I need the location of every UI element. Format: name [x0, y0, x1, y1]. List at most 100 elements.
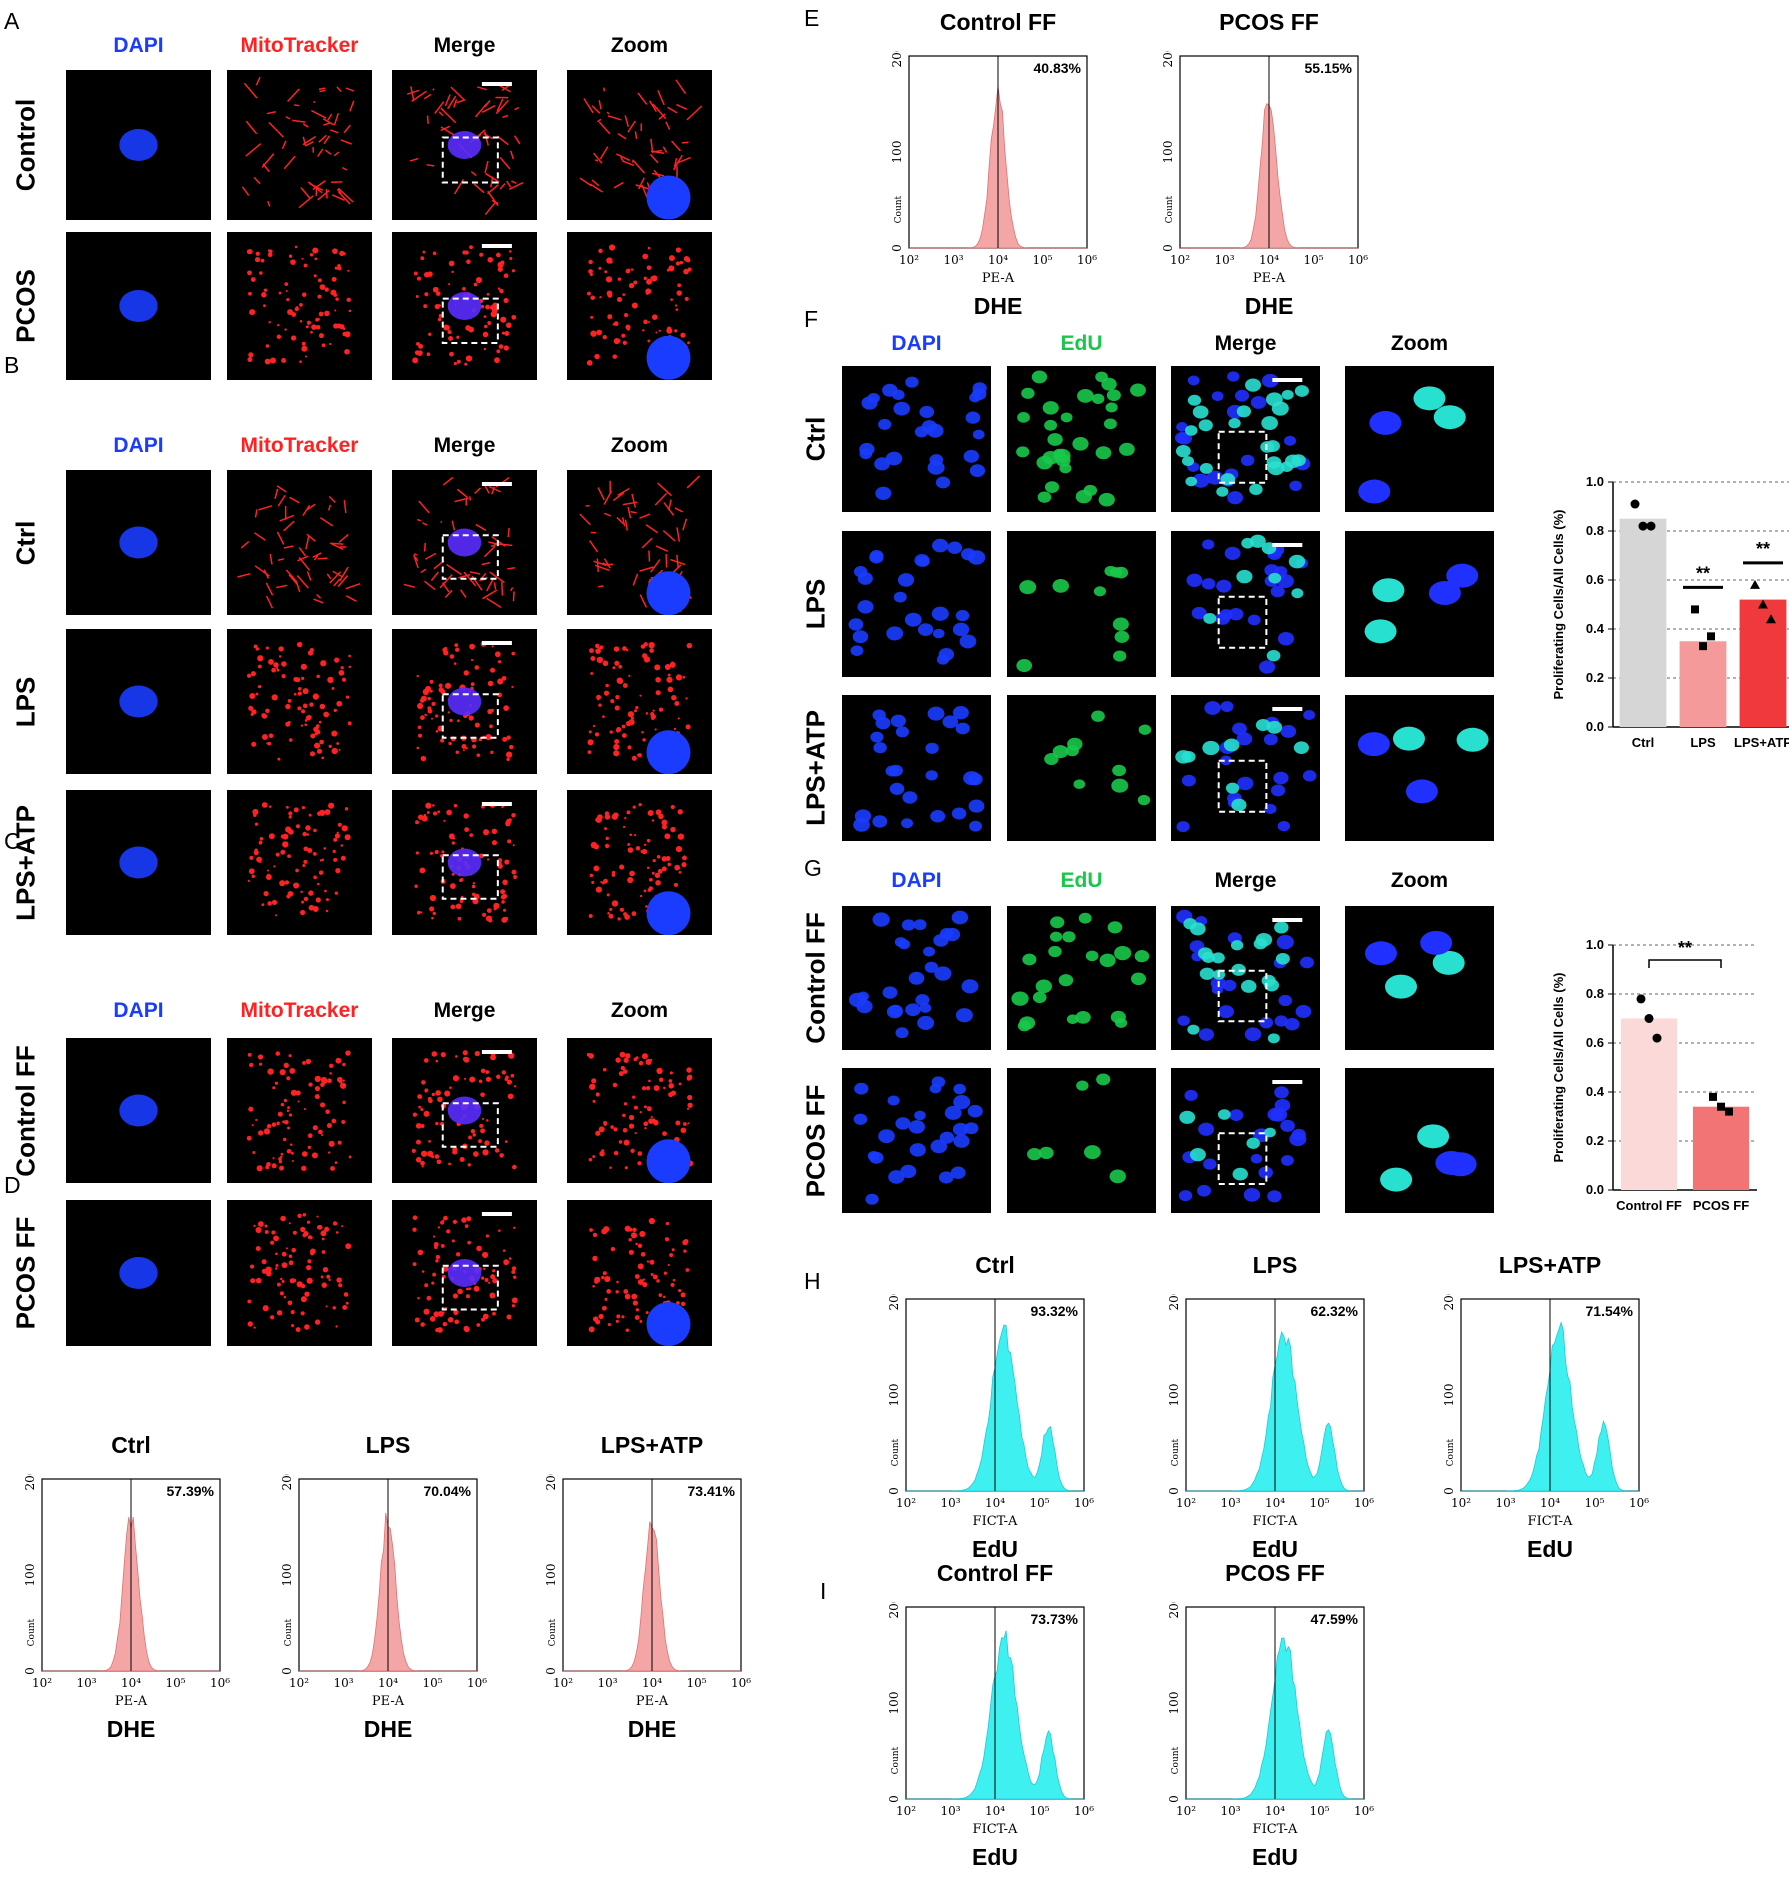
- mito-fragment: [336, 701, 342, 707]
- mito-fragment: [600, 645, 604, 649]
- y-tick-label: 0.6: [1586, 572, 1604, 587]
- mito-filament: [323, 123, 330, 125]
- mito-fragment: [431, 1155, 434, 1158]
- x-tick-label: 10³: [333, 1676, 353, 1690]
- mito-fragment: [328, 803, 334, 809]
- mito-fragment: [287, 1149, 292, 1154]
- mito-fragment: [506, 735, 510, 739]
- mito-fragment: [590, 672, 593, 675]
- mito-fragment: [338, 823, 342, 827]
- mito-fragment: [641, 731, 644, 734]
- mito-filament: [507, 181, 511, 187]
- mito-fragment: [302, 832, 307, 837]
- mito-fragment: [629, 833, 632, 836]
- nucleus: [1050, 916, 1064, 928]
- mito-fragment: [266, 742, 268, 744]
- mito-fragment: [687, 1108, 689, 1110]
- mito-fragment: [328, 1151, 330, 1153]
- mito-fragment: [416, 1157, 422, 1163]
- mito-filament: [417, 520, 421, 521]
- mito-fragment: [628, 675, 630, 677]
- mito-fragment: [436, 1060, 439, 1063]
- mito-filament: [263, 164, 269, 172]
- mito-fragment: [648, 321, 650, 323]
- mito-fragment: [281, 661, 287, 667]
- mito-filament: [500, 184, 505, 189]
- mito-fragment: [594, 1279, 599, 1284]
- x-tick-label: 10⁴: [1540, 1496, 1560, 1510]
- mito-fragment: [417, 350, 423, 356]
- mito-fragment: [435, 1122, 438, 1125]
- mito-fragment: [281, 358, 286, 363]
- mito-fragment: [417, 1094, 422, 1099]
- mito-fragment: [609, 244, 615, 250]
- mito-fragment: [265, 1230, 269, 1234]
- mito-filament: [616, 154, 629, 160]
- mito-fragment: [596, 330, 602, 336]
- mito-fragment: [487, 293, 490, 296]
- mito-fragment: [424, 1088, 428, 1092]
- mito-filament: [599, 100, 601, 109]
- mito-fragment: [622, 1114, 626, 1118]
- mito-filament: [598, 487, 604, 499]
- mito-fragment: [590, 656, 595, 661]
- mito-fragment: [249, 1063, 253, 1067]
- mito-fragment: [301, 1284, 305, 1288]
- mito-fragment: [307, 321, 311, 325]
- y-tick-label: 100: [280, 1564, 294, 1587]
- c-dapi-1-image: [66, 1200, 211, 1346]
- mito-filament: [320, 91, 326, 92]
- mito-fragment: [496, 1075, 500, 1079]
- mito-fragment: [303, 1213, 307, 1217]
- a-header-merge: Merge: [390, 34, 540, 58]
- gate-percentage: 62.32%: [1311, 1303, 1359, 1319]
- mito-fragment: [654, 1085, 660, 1091]
- mito-fragment: [329, 745, 332, 748]
- mito-fragment: [260, 837, 264, 841]
- nucleus: [1045, 481, 1059, 493]
- y-tick-label: 0: [887, 1487, 901, 1495]
- nucleus: [647, 730, 691, 774]
- mito-fragment: [249, 312, 251, 314]
- y-tick-label: 1.0: [1586, 937, 1604, 952]
- mito-fragment: [472, 893, 475, 896]
- a-dapi-0-image: [66, 70, 211, 220]
- mito-fragment: [428, 333, 431, 336]
- nucleus: [1032, 371, 1047, 384]
- mito-fragment: [267, 1068, 273, 1074]
- nucleus: [1036, 980, 1052, 994]
- nucleus: [1199, 419, 1213, 431]
- mito-fragment: [313, 693, 319, 699]
- mito-fragment: [253, 1225, 255, 1227]
- mito-fragment: [429, 906, 434, 911]
- f-merge-0: [1171, 366, 1320, 512]
- mito-fragment: [492, 645, 494, 647]
- mito-fragment: [668, 674, 671, 677]
- nucleus: [932, 607, 949, 621]
- mito-fragment: [310, 253, 314, 257]
- mito-filament: [618, 488, 630, 495]
- mito-fragment: [687, 341, 690, 344]
- mito-fragment: [307, 1259, 311, 1263]
- y-tick-label: 0: [1442, 1487, 1456, 1495]
- mito-fragment: [289, 1260, 294, 1265]
- mito-fragment: [281, 1103, 285, 1107]
- mito-fragment: [462, 287, 466, 291]
- mito-fragment: [337, 266, 341, 270]
- y-tick-label: 200: [887, 1294, 901, 1310]
- nucleus: [964, 450, 979, 463]
- nucleus: [1084, 485, 1097, 496]
- mito-fragment: [472, 744, 476, 748]
- mito-fragment: [299, 303, 303, 307]
- mito-fragment: [631, 717, 634, 720]
- mito-fragment: [420, 715, 425, 720]
- mito-filament: [666, 554, 667, 567]
- mito-fragment: [437, 1327, 443, 1333]
- x-tick-label: 10⁴: [1265, 1804, 1285, 1818]
- nucleus: [1200, 968, 1215, 980]
- mito-fragment: [305, 355, 307, 357]
- f-dapi-0: [842, 366, 991, 512]
- mito-filament: [668, 107, 677, 112]
